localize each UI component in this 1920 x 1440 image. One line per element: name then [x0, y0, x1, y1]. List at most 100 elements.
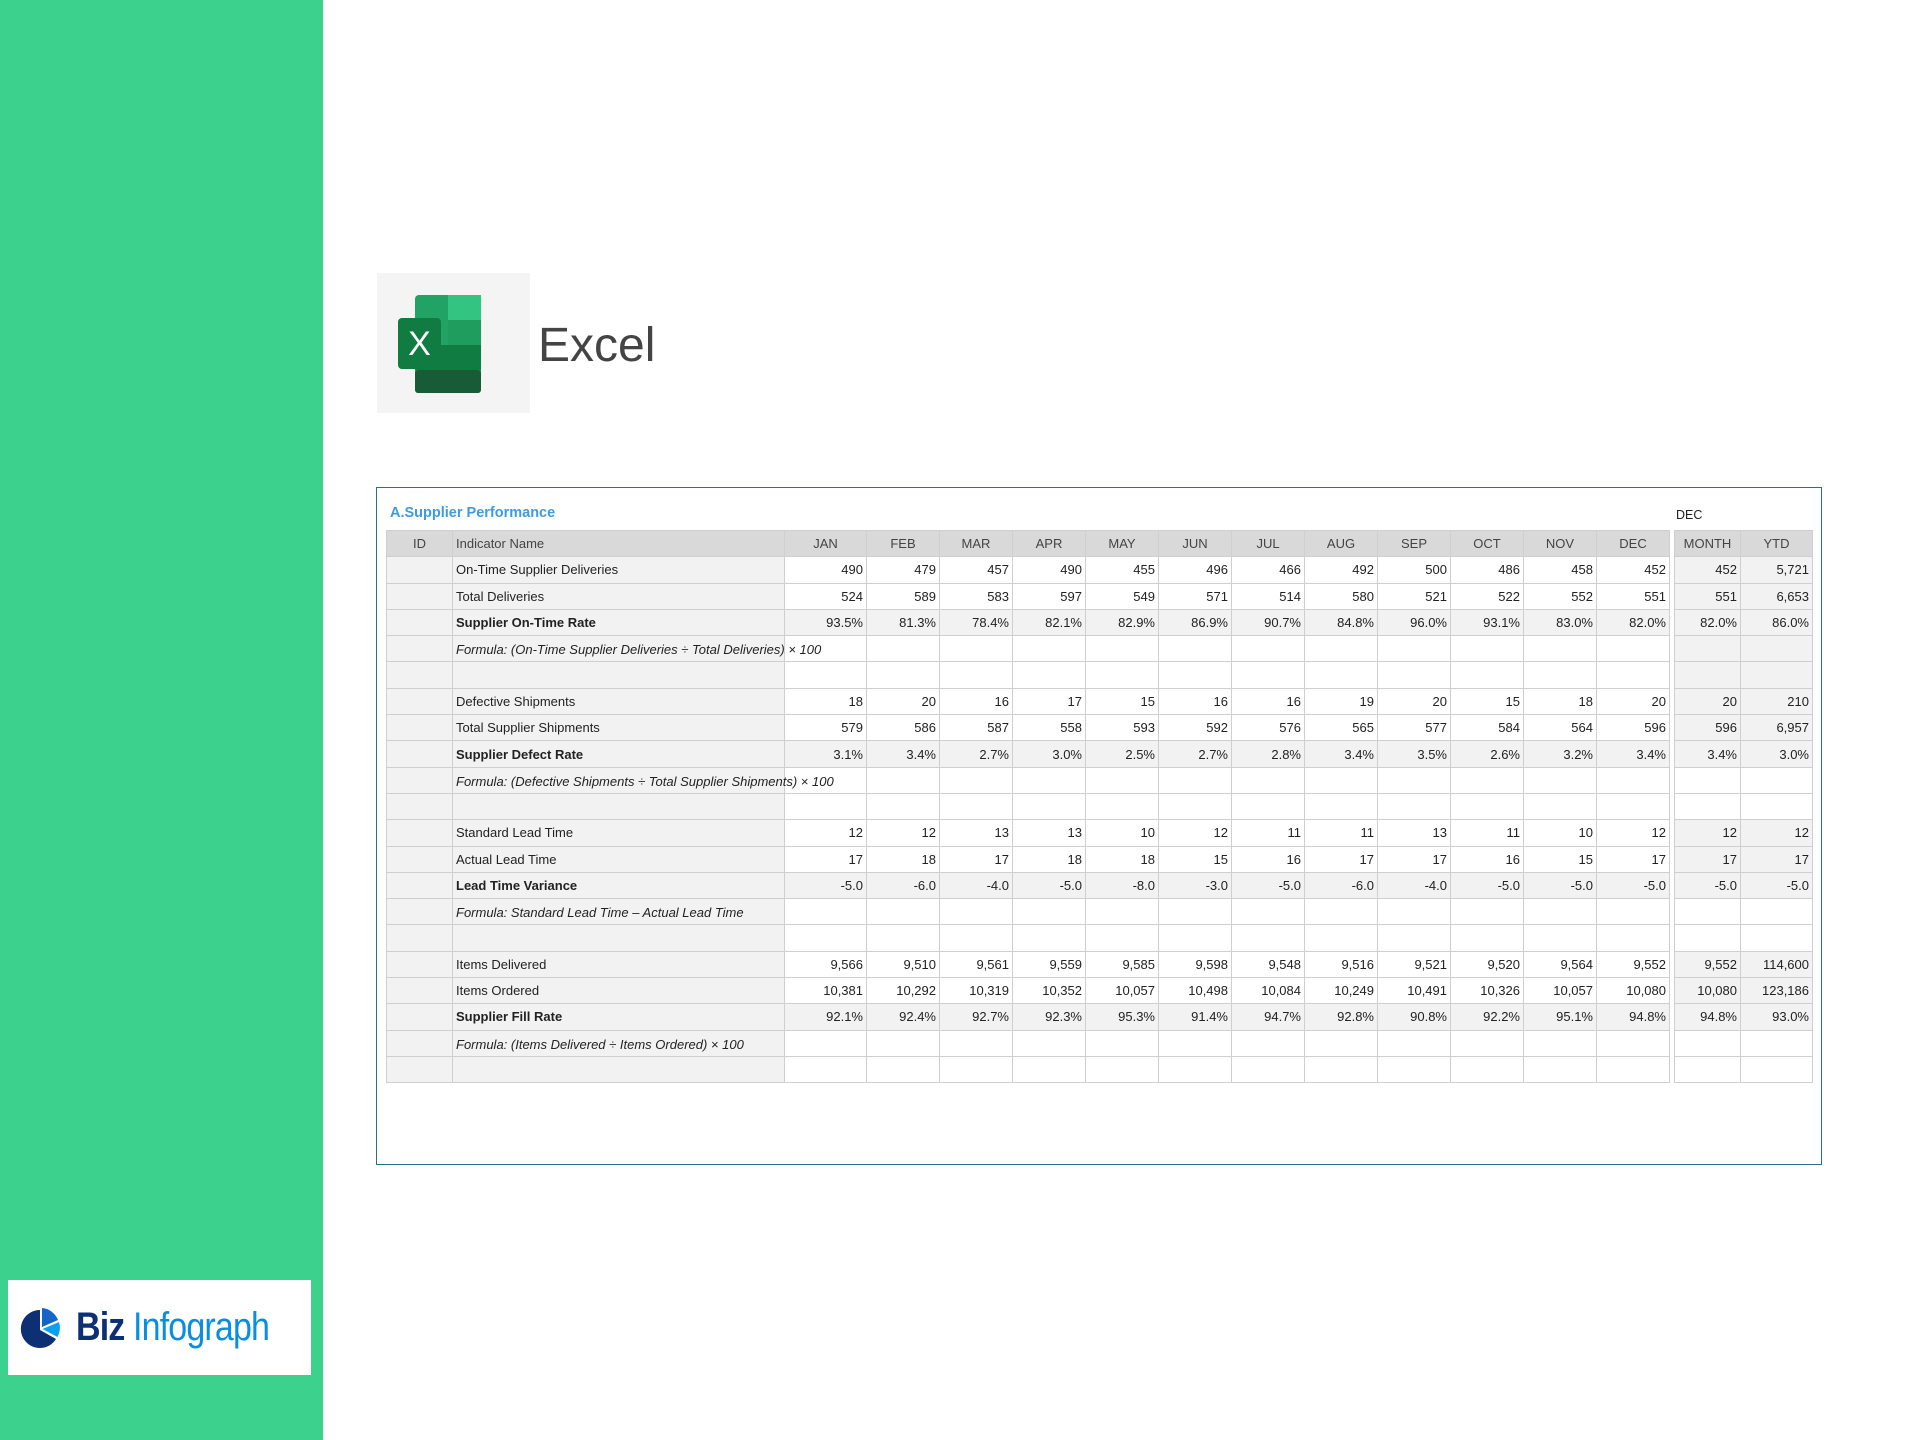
- empty-cell[interactable]: [1740, 792, 1813, 821]
- empty-cell[interactable]: [1523, 924, 1597, 952]
- header-aug[interactable]: AUG: [1304, 529, 1378, 558]
- value-cell-may[interactable]: 549: [1085, 582, 1159, 610]
- id-cell[interactable]: [386, 556, 453, 584]
- empty-cell[interactable]: [784, 792, 867, 821]
- empty-cell[interactable]: [1674, 766, 1741, 794]
- empty-cell[interactable]: [1158, 1055, 1232, 1084]
- header-oct[interactable]: OCT: [1450, 529, 1524, 558]
- indicator-name[interactable]: Standard Lead Time: [452, 819, 785, 847]
- value-cell-sep[interactable]: 9,521: [1377, 950, 1451, 979]
- empty-cell[interactable]: [1304, 661, 1378, 689]
- id-cell[interactable]: [386, 608, 453, 637]
- empty-cell[interactable]: [939, 766, 1013, 794]
- empty-cell[interactable]: [866, 792, 940, 821]
- formula-cell[interactable]: Formula: Standard Lead Time – Actual Lea…: [452, 898, 785, 926]
- id-cell[interactable]: [386, 766, 453, 794]
- value-cell-oct[interactable]: 9,520: [1450, 950, 1524, 979]
- id-cell[interactable]: [386, 845, 453, 873]
- value-cell-jan[interactable]: 93.5%: [784, 608, 867, 637]
- value-cell-sep[interactable]: 90.8%: [1377, 1003, 1451, 1031]
- value-cell-mar[interactable]: 13: [939, 819, 1013, 847]
- value-cell-apr[interactable]: 92.3%: [1012, 1003, 1086, 1031]
- value-cell-jan[interactable]: -5.0: [784, 871, 867, 900]
- value-cell-mar[interactable]: 2.7%: [939, 740, 1013, 768]
- month-value[interactable]: 12: [1674, 819, 1741, 847]
- ytd-value[interactable]: 114,600: [1740, 950, 1813, 979]
- value-cell-jun[interactable]: 15: [1158, 845, 1232, 873]
- empty-cell[interactable]: [1085, 1055, 1159, 1084]
- empty-cell[interactable]: [1012, 635, 1086, 663]
- value-cell-dec[interactable]: 94.8%: [1596, 1003, 1670, 1031]
- value-cell-dec[interactable]: 20: [1596, 687, 1670, 716]
- empty-cell[interactable]: [784, 924, 867, 952]
- header-jan[interactable]: JAN: [784, 529, 867, 558]
- name-cell[interactable]: [452, 792, 785, 821]
- value-cell-nov[interactable]: 95.1%: [1523, 1003, 1597, 1031]
- value-cell-jan[interactable]: 92.1%: [784, 1003, 867, 1031]
- empty-cell[interactable]: [939, 898, 1013, 926]
- value-cell-apr[interactable]: 10,352: [1012, 977, 1086, 1005]
- value-cell-jun[interactable]: 91.4%: [1158, 1003, 1232, 1031]
- empty-cell[interactable]: [866, 924, 940, 952]
- empty-cell[interactable]: [1158, 766, 1232, 794]
- value-cell-apr[interactable]: 13: [1012, 819, 1086, 847]
- value-cell-feb[interactable]: 81.3%: [866, 608, 940, 637]
- empty-cell[interactable]: [1158, 924, 1232, 952]
- empty-cell[interactable]: [1304, 1029, 1378, 1057]
- value-cell-may[interactable]: 10: [1085, 819, 1159, 847]
- value-cell-dec[interactable]: 82.0%: [1596, 608, 1670, 637]
- empty-cell[interactable]: [1304, 1055, 1378, 1084]
- ytd-value[interactable]: 210: [1740, 687, 1813, 716]
- id-cell[interactable]: [386, 687, 453, 716]
- id-cell[interactable]: [386, 1055, 453, 1084]
- indicator-name[interactable]: Supplier On-Time Rate: [452, 608, 785, 637]
- month-value[interactable]: 551: [1674, 582, 1741, 610]
- month-value[interactable]: 452: [1674, 556, 1741, 584]
- month-value[interactable]: 94.8%: [1674, 1003, 1741, 1031]
- ytd-value[interactable]: 86.0%: [1740, 608, 1813, 637]
- value-cell-nov[interactable]: 10: [1523, 819, 1597, 847]
- value-cell-may[interactable]: 15: [1085, 687, 1159, 716]
- indicator-name[interactable]: Supplier Defect Rate: [452, 740, 785, 768]
- empty-cell[interactable]: [1012, 1055, 1086, 1084]
- value-cell-aug[interactable]: 492: [1304, 556, 1378, 584]
- value-cell-jul[interactable]: 94.7%: [1231, 1003, 1305, 1031]
- value-cell-mar[interactable]: 78.4%: [939, 608, 1013, 637]
- empty-cell[interactable]: [1596, 898, 1670, 926]
- empty-cell[interactable]: [1523, 661, 1597, 689]
- value-cell-jun[interactable]: 2.7%: [1158, 740, 1232, 768]
- value-cell-feb[interactable]: 10,292: [866, 977, 940, 1005]
- value-cell-aug[interactable]: 92.8%: [1304, 1003, 1378, 1031]
- value-cell-aug[interactable]: 84.8%: [1304, 608, 1378, 637]
- value-cell-sep[interactable]: 10,491: [1377, 977, 1451, 1005]
- value-cell-may[interactable]: 2.5%: [1085, 740, 1159, 768]
- ytd-value[interactable]: 3.0%: [1740, 740, 1813, 768]
- indicator-name[interactable]: Supplier Fill Rate: [452, 1003, 785, 1031]
- value-cell-feb[interactable]: 479: [866, 556, 940, 584]
- empty-cell[interactable]: [1740, 766, 1813, 794]
- empty-cell[interactable]: [1231, 898, 1305, 926]
- indicator-name[interactable]: Items Delivered: [452, 950, 785, 979]
- empty-cell[interactable]: [1231, 766, 1305, 794]
- header-mar[interactable]: MAR: [939, 529, 1013, 558]
- empty-cell[interactable]: [1158, 1029, 1232, 1057]
- empty-cell[interactable]: [1450, 661, 1524, 689]
- value-cell-jul[interactable]: 10,084: [1231, 977, 1305, 1005]
- value-cell-jan[interactable]: 3.1%: [784, 740, 867, 768]
- empty-cell[interactable]: [939, 1055, 1013, 1084]
- empty-cell[interactable]: [1450, 635, 1524, 663]
- value-cell-sep[interactable]: 17: [1377, 845, 1451, 873]
- empty-cell[interactable]: [1674, 792, 1741, 821]
- value-cell-nov[interactable]: 10,057: [1523, 977, 1597, 1005]
- empty-cell[interactable]: [1377, 898, 1451, 926]
- value-cell-jun[interactable]: 592: [1158, 714, 1232, 742]
- value-cell-jul[interactable]: 2.8%: [1231, 740, 1305, 768]
- value-cell-aug[interactable]: 9,516: [1304, 950, 1378, 979]
- empty-cell[interactable]: [1596, 792, 1670, 821]
- value-cell-aug[interactable]: 19: [1304, 687, 1378, 716]
- value-cell-aug[interactable]: 565: [1304, 714, 1378, 742]
- empty-cell[interactable]: [939, 635, 1013, 663]
- value-cell-mar[interactable]: 9,561: [939, 950, 1013, 979]
- value-cell-may[interactable]: 593: [1085, 714, 1159, 742]
- value-cell-sep[interactable]: 20: [1377, 687, 1451, 716]
